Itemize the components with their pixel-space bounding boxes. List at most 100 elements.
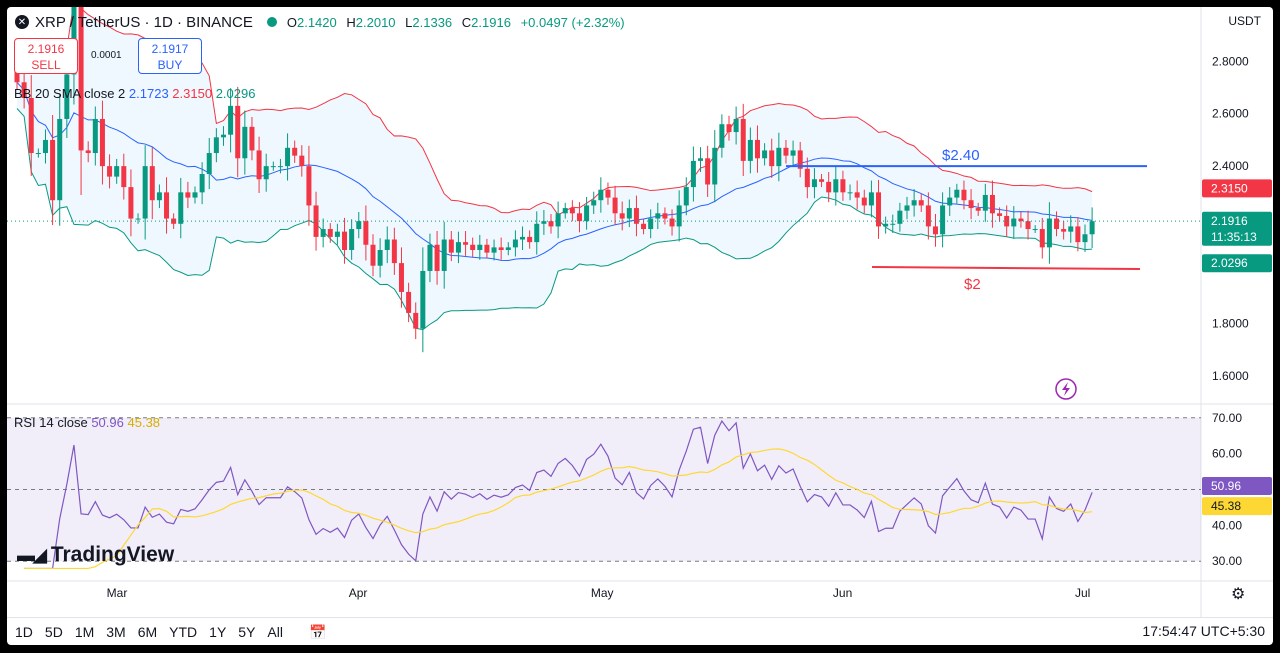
candle-body [491,247,497,253]
buy-label: BUY [157,58,183,72]
candle-body [242,126,248,159]
candle-body [797,150,803,169]
countdown-text: 11:35:13 [1211,230,1257,244]
candle-body [591,200,597,206]
timeframe-5y[interactable]: 5Y [238,624,256,640]
candle-body [655,213,661,219]
close-icon[interactable]: ✕ [15,15,29,29]
candle-body [1075,226,1081,243]
candle-body [306,166,312,206]
timeframe-5d[interactable]: 5D [44,624,63,640]
close-label: C [461,14,472,30]
candle-body [477,244,483,250]
rsi-tick-label: 60.00 [1212,447,1242,461]
candle-body [520,236,526,240]
candle-body [228,105,234,135]
candle-body [648,218,654,230]
candle-body [705,158,711,185]
timezone-clock[interactable]: 17:54:47 UTC+5:30 [1142,623,1265,639]
candle-body [398,263,404,292]
candle-body [555,213,561,227]
buy-button[interactable]: 2.1917 BUY [138,38,202,74]
candle-body [1046,218,1052,248]
candle-body [740,118,746,161]
symbol-title[interactable]: XRP / TetherUS · 1D · BINANCE [35,13,253,31]
timeframe-ytd[interactable]: YTD [169,624,198,640]
candle-body [584,205,590,222]
candle-body [612,197,618,214]
candle-body [961,189,967,201]
rsi-legend[interactable]: RSI 14 close 50.96 45.38 [14,415,160,430]
price-tick-label: 1.6000 [1212,369,1249,383]
candle-body [790,150,796,156]
low-label: L [405,14,413,30]
candle-body [747,139,753,161]
candle-body [769,150,775,167]
candle-body [256,150,262,180]
candle-body [569,208,575,214]
candle-body [854,192,860,198]
candle-body [1068,226,1074,232]
candle-body [833,179,839,193]
candle-body [562,208,568,214]
bb-lower-price-tag [1202,254,1272,273]
candle-body [890,223,896,225]
candle-body [263,166,269,180]
candle-body [847,192,853,194]
timeframe-3m[interactable]: 3M [106,624,126,640]
tradingview-logo[interactable]: ▬◢ TradingView [17,543,174,567]
date-range-calendar-icon[interactable]: 📅 [308,623,327,640]
timeframe-all[interactable]: All [267,624,283,640]
bb-basis-value: 2.1723 [128,86,169,101]
rsi-value-tag [1202,477,1272,496]
high-label: H [346,14,356,30]
candle-body [1032,229,1038,231]
candle-body [249,126,255,151]
candle-body [925,205,931,227]
candle-body [605,189,611,198]
candle-body [904,205,910,211]
candle-body [292,147,298,156]
candle-body [192,192,198,198]
time-tick-label: May [591,586,614,600]
candle-body [712,147,718,185]
sell-button[interactable]: 2.1916 SELL [14,38,78,74]
timeframe-1m[interactable]: 1M [74,624,95,640]
candle-body [776,147,782,167]
candle-body [470,244,476,250]
support-line [871,266,1141,271]
rsi-ma-value: 45.38 [127,415,161,430]
candle-body [149,166,155,201]
candle-body [92,118,98,154]
candle-body [42,139,48,154]
bb-lower-value: 2.0296 [215,86,256,101]
candle-body [918,200,924,206]
bb-lower-line [16,108,1093,331]
rsi-line [24,419,1093,570]
bottom-toolbar: 1D 5D 1M 3M 6M YTD 1Y 5Y All 📅 17:54:47 … [7,617,1273,645]
candle-body [548,221,554,227]
market-status-icon [266,17,277,27]
candle-body [811,179,817,188]
candle-body [683,187,689,206]
candle-body [641,223,647,230]
candle-body [50,139,56,201]
candle-body [876,192,882,227]
bb-name: BB 20 SMA close 2 [14,86,126,101]
timeframe-6m[interactable]: 6M [137,624,158,640]
candle-body [676,205,682,227]
settings-gear-icon[interactable]: ⚙ [1231,586,1246,603]
candle-body [733,118,739,133]
resistance-label: $2.40 [942,147,980,164]
time-tick-label: Mar [107,586,128,600]
currency-selector[interactable]: USDT [1228,14,1261,28]
timeframe-1d[interactable]: 1D [15,624,33,640]
time-tick-label: Jun [833,586,852,600]
candle-body [947,197,953,206]
timeframe-1y[interactable]: 1Y [209,624,227,640]
candle-body [413,312,419,329]
bb-legend[interactable]: BB 20 SMA close 2 2.1723 2.3150 2.0296 [14,86,255,101]
chart-window: 2.80002.60002.40002.20001.80001.6000MarA… [7,7,1273,645]
sell-price: 2.1916 [27,42,65,56]
candle-body [384,239,390,250]
